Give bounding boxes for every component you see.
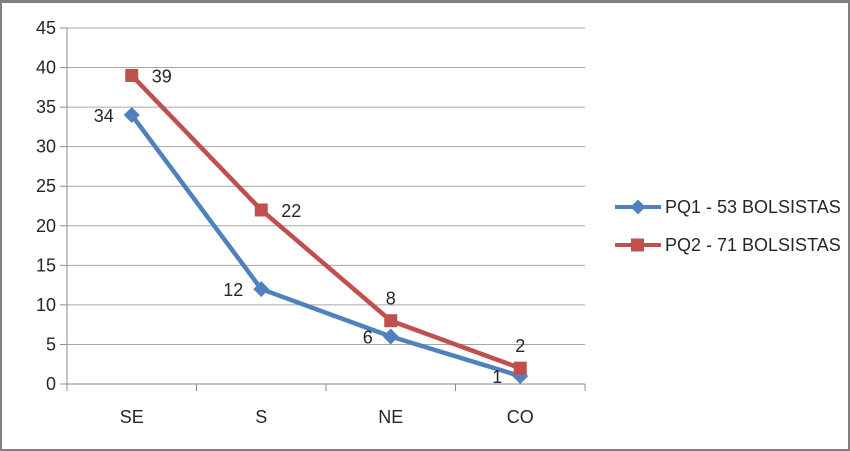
legend-item-pq1: PQ1 - 53 BOLSISTAS: [614, 195, 841, 219]
data-label: 8: [386, 289, 396, 309]
square-marker-icon: [513, 361, 527, 375]
data-label: 2: [515, 336, 525, 356]
y-tick-label: 10: [36, 295, 56, 315]
y-tick-label: 5: [46, 334, 56, 354]
data-label: 1: [492, 367, 502, 387]
legend-line-diamond-icon: [615, 199, 661, 215]
data-label: 22: [281, 201, 301, 221]
data-label: 39: [152, 66, 172, 86]
y-tick-label: 30: [36, 137, 56, 157]
y-tick-label: 45: [36, 18, 56, 38]
legend-label-pq2: PQ2 - 71 BOLSISTAS: [665, 234, 841, 255]
x-category-label: S: [255, 407, 267, 427]
data-label: 12: [223, 280, 243, 300]
chart-legend: PQ1 - 53 BOLSISTAS PQ2 - 71 BOLSISTAS: [614, 195, 841, 257]
data-label: 34: [94, 106, 114, 126]
x-category-label: NE: [378, 407, 403, 427]
y-tick-label: 25: [36, 176, 56, 196]
diamond-marker-icon: [382, 328, 399, 345]
y-tick-label: 15: [36, 255, 56, 275]
y-tick-label: 40: [36, 58, 56, 78]
diamond-marker-icon: [123, 107, 140, 124]
y-tick-label: 0: [46, 374, 56, 394]
series-line: [129, 112, 523, 379]
square-marker-icon: [254, 203, 268, 217]
legend-item-pq2: PQ2 - 71 BOLSISTAS: [614, 233, 841, 257]
y-tick-label: 20: [36, 216, 56, 236]
square-marker-icon: [125, 68, 139, 82]
line-chart-plot-area: 0 5 10 15 20 25 30 35 40 45 SE S NE CO 34 12 6 1 39 22 8 2: [36, 18, 586, 427]
legend-label-pq1: PQ1 - 53 BOLSISTAS: [665, 196, 841, 217]
data-label: 6: [363, 328, 373, 348]
square-marker-icon: [384, 314, 398, 328]
x-category-label: CO: [507, 407, 534, 427]
legend-line-square-icon: [615, 238, 661, 252]
series-line: [129, 73, 523, 371]
diamond-marker-icon: [253, 281, 270, 298]
x-category-label: SE: [120, 407, 144, 427]
y-tick-label: 35: [36, 97, 56, 117]
